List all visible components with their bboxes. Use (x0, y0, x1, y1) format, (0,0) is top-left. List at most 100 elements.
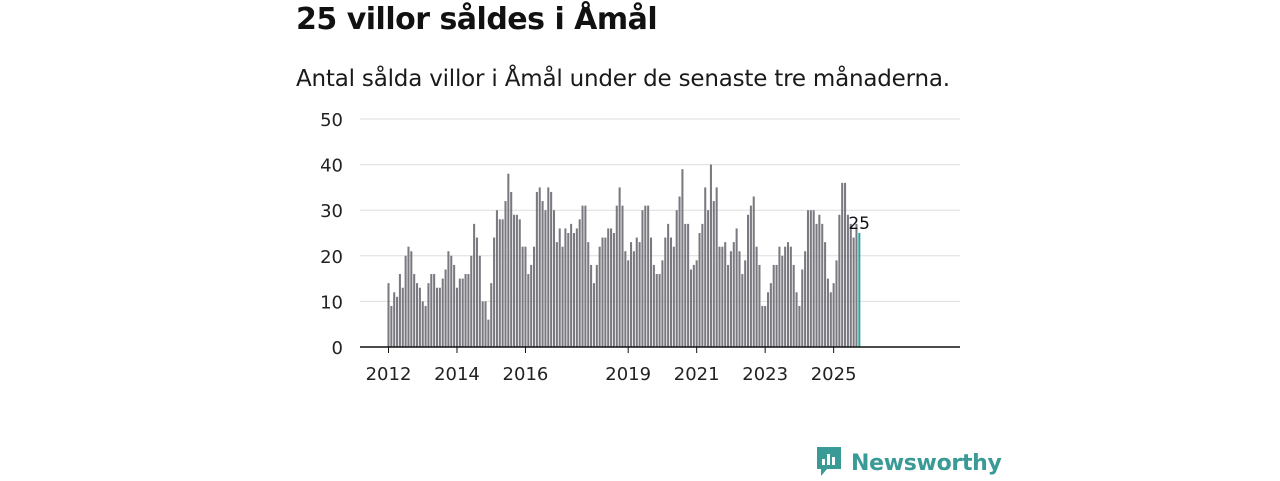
bar (595, 264, 598, 347)
x-tick-label: 2014 (434, 364, 480, 385)
bar (766, 292, 770, 347)
bar (621, 205, 624, 347)
chart-subtitle: Antal sålda villor i Åmål under de senas… (296, 66, 950, 92)
bar (555, 242, 558, 347)
bar (627, 260, 630, 347)
bar (630, 242, 633, 347)
bar (798, 305, 801, 347)
bar (584, 205, 587, 347)
bar (455, 287, 459, 347)
bar (552, 210, 556, 347)
bar (453, 264, 456, 347)
bar (572, 233, 575, 347)
bar (635, 237, 638, 347)
bar (390, 305, 393, 347)
y-tick-label: 20 (320, 247, 343, 268)
bar (735, 228, 738, 347)
bar (778, 246, 781, 347)
bar (575, 228, 578, 347)
bar (789, 246, 792, 347)
bar (687, 223, 690, 347)
brand-name: Newsworthy (851, 450, 1002, 476)
x-tick-label: 2012 (366, 364, 412, 385)
bar (544, 210, 547, 347)
bar (718, 246, 721, 347)
bar (615, 205, 618, 347)
bar (698, 233, 701, 347)
bar (824, 242, 827, 347)
bar (815, 223, 818, 347)
bar (564, 228, 567, 347)
x-tick-label: 2016 (503, 364, 549, 385)
y-tick-label: 40 (320, 156, 343, 177)
bar (764, 305, 767, 347)
y-tick-label: 0 (332, 338, 343, 359)
bar (650, 237, 653, 347)
bar (481, 301, 484, 347)
bar (518, 219, 521, 347)
bar (450, 255, 453, 347)
bar (538, 187, 541, 347)
bar (641, 210, 644, 347)
bar (712, 201, 715, 347)
bar (427, 283, 430, 347)
bar (647, 205, 650, 347)
bar (618, 187, 621, 347)
x-tick-label: 2023 (742, 364, 788, 385)
bar (464, 274, 467, 347)
y-tick-label: 30 (320, 201, 343, 222)
bar (707, 210, 710, 347)
bar (601, 237, 604, 347)
bar (610, 228, 613, 347)
bar (533, 246, 536, 347)
bar (558, 228, 561, 347)
bar (410, 251, 413, 347)
bar (607, 228, 610, 347)
bar (775, 264, 778, 347)
bar (581, 205, 584, 347)
bar (658, 274, 661, 347)
bar (806, 210, 809, 347)
bar-latest (858, 233, 861, 347)
bar (524, 246, 527, 347)
chart-title: 25 villor såldes i Åmål (296, 2, 658, 37)
y-tick-label: 50 (320, 110, 343, 131)
bar (561, 246, 564, 347)
bar (747, 214, 750, 347)
bar (530, 264, 533, 347)
bar (812, 210, 815, 347)
bar (795, 292, 798, 347)
bar (826, 278, 829, 347)
bar (732, 242, 735, 347)
bar (433, 274, 436, 347)
bar (435, 287, 439, 347)
bar (758, 264, 761, 347)
bar (424, 305, 427, 347)
bar (624, 251, 627, 347)
bar (541, 201, 544, 347)
bar (695, 260, 698, 347)
bars (387, 164, 861, 347)
bar (818, 214, 821, 347)
bar (804, 251, 807, 347)
bar (467, 274, 470, 347)
bar (421, 301, 424, 347)
bar (587, 242, 590, 347)
bar (413, 274, 416, 347)
bar (781, 255, 784, 347)
bar (844, 182, 847, 347)
bar (786, 242, 790, 347)
bar (398, 274, 401, 347)
bar (692, 264, 695, 347)
bar (784, 246, 787, 347)
bar (801, 269, 804, 347)
bar (681, 169, 684, 347)
bar (598, 246, 601, 347)
bar (407, 246, 410, 347)
bar (550, 191, 553, 347)
bar (632, 251, 635, 347)
bar (567, 233, 570, 347)
bar (852, 237, 855, 347)
bar (749, 205, 752, 347)
y-tick-label: 10 (320, 292, 343, 313)
